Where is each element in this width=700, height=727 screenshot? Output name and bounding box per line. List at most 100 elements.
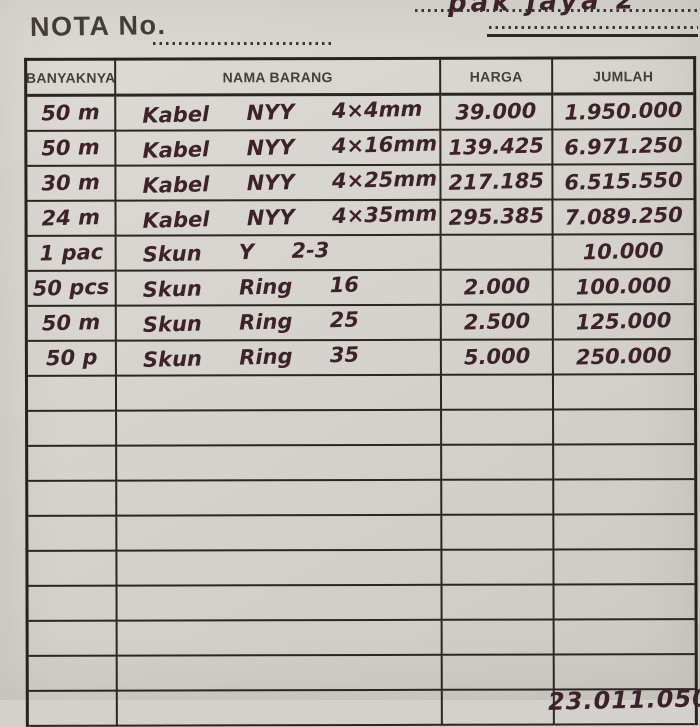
item-cell-empty xyxy=(117,550,443,587)
jumlah-cell-empty xyxy=(554,550,695,586)
jumlah-cell: 6.971.250 xyxy=(553,130,694,166)
handwritten-text: 50 m xyxy=(41,310,101,336)
harga-cell-empty xyxy=(442,620,555,656)
qty-cell-empty xyxy=(28,516,118,552)
handwritten-text: 6.971.250 xyxy=(563,132,683,160)
jumlah-cell: 125.000 xyxy=(553,305,694,341)
jumlah-cell-empty xyxy=(553,375,695,411)
dotted-line-nota-number xyxy=(153,42,333,45)
handwritten-text: 50 m xyxy=(41,100,101,126)
qty-cell-empty xyxy=(28,691,118,727)
column-header-label: HARGA xyxy=(469,68,523,85)
handwritten-text: Kabel NYY 4×25mm xyxy=(142,166,438,198)
handwritten-text: Kabel NYY 4×4mm xyxy=(141,96,423,128)
handwritten-text: 125.000 xyxy=(575,308,672,335)
item-cell: Kabel NYY 4×16mm xyxy=(116,130,442,167)
handwritten-text: Skun Ring 35 xyxy=(142,342,360,373)
handwritten-text: 139.425 xyxy=(448,133,545,160)
qty-cell: 24 m xyxy=(27,201,117,237)
qty-cell-empty xyxy=(28,551,118,587)
jumlah-cell: 250.000 xyxy=(553,340,694,376)
column-header-nama-barang: NAMA BARANG xyxy=(116,59,442,97)
qty-cell: 50 pcs xyxy=(27,271,117,307)
qty-cell-empty xyxy=(27,376,118,412)
column-header-label: NAMA BARANG xyxy=(222,68,333,85)
handwritten-text: Skun Ring 16 xyxy=(142,272,360,303)
item-cell-empty xyxy=(117,515,443,552)
qty-cell: 50 m xyxy=(27,306,117,342)
harga-cell: 2.500 xyxy=(441,305,554,341)
harga-cell xyxy=(441,235,554,271)
harga-cell-empty xyxy=(442,655,555,691)
harga-cell: 39.000 xyxy=(441,95,554,131)
handwritten-text: 1.950.000 xyxy=(563,97,683,125)
qty-cell-empty xyxy=(28,446,118,482)
column-header-jumlah: JUMLAH xyxy=(553,59,694,96)
handwritten-text: 24 m xyxy=(41,205,101,231)
harga-cell-empty xyxy=(442,410,555,446)
handwritten-text: Kabel NYY 4×16mm xyxy=(142,131,438,163)
harga-cell-empty xyxy=(441,375,555,411)
item-cell-empty xyxy=(117,690,443,727)
jumlah-cell: 10.000 xyxy=(553,235,694,271)
handwritten-text: 7.089.250 xyxy=(564,202,683,230)
harga-cell: 217.185 xyxy=(441,165,554,201)
jumlah-cell-empty xyxy=(554,480,695,516)
handwritten-text: 50 pcs xyxy=(32,274,110,301)
handwritten-text: 295.385 xyxy=(448,203,545,230)
handwritten-text: 5.000 xyxy=(463,343,531,370)
handwritten-text: 100.000 xyxy=(575,273,672,300)
handwritten-text: Skun Y 2-3 xyxy=(142,237,330,267)
harga-cell-empty xyxy=(442,445,555,481)
handwritten-text: 50 p xyxy=(45,345,98,371)
column-header-harga: HARGA xyxy=(441,59,554,96)
item-cell-empty xyxy=(117,480,443,517)
qty-cell-empty xyxy=(28,656,118,692)
harga-cell: 5.000 xyxy=(441,340,554,376)
column-header-banyaknya: BANYAKNYA xyxy=(26,60,117,97)
jumlah-cell: 100.000 xyxy=(553,270,694,306)
harga-cell-empty xyxy=(442,480,555,516)
jumlah-cell: 1.950.000 xyxy=(553,95,694,131)
handwritten-text: 50 m xyxy=(41,135,101,161)
dotted-line-right xyxy=(489,26,698,29)
handwritten-text: Kabel NYY 4×35mm xyxy=(142,201,438,233)
harga-cell-empty xyxy=(442,515,555,551)
harga-cell-empty xyxy=(442,690,555,726)
handwritten-text: 6.515.550 xyxy=(564,167,683,195)
item-cell-empty xyxy=(117,655,443,692)
qty-cell-empty xyxy=(28,586,118,622)
item-cell: Skun Y 2-3 xyxy=(116,235,442,272)
jumlah-cell-empty xyxy=(554,445,695,481)
harga-cell-empty xyxy=(442,550,555,586)
jumlah-cell-empty xyxy=(554,620,695,656)
grand-total-handwriting-partial: 23.011.050 xyxy=(547,684,700,716)
item-cell-empty xyxy=(117,445,443,482)
jumlah-cell-empty xyxy=(554,410,695,446)
item-cell-empty xyxy=(117,410,443,447)
qty-cell-empty xyxy=(28,411,118,447)
paper-sheet xyxy=(0,0,700,700)
harga-cell: 139.425 xyxy=(441,130,554,166)
item-cell-empty xyxy=(116,375,443,412)
item-cell: Kabel NYY 4×35mm xyxy=(116,200,442,237)
handwritten-text: 39.000 xyxy=(455,98,538,125)
item-cell: Kabel NYY 4×4mm xyxy=(116,95,442,132)
handwritten-text: 2.500 xyxy=(463,308,531,335)
handwritten-text: 1 pac xyxy=(39,239,104,266)
nota-table: BANYAKNYA NAMA BARANG HARGA JUMLAH 50 m Kabel… xyxy=(24,56,698,727)
handwritten-text: Skun Ring 25 xyxy=(142,307,360,338)
item-cell-empty xyxy=(117,620,443,657)
item-cell: Skun Ring 35 xyxy=(116,340,442,377)
jumlah-cell: 6.515.550 xyxy=(553,165,694,201)
underline-right xyxy=(487,34,698,37)
qty-cell: 50 p xyxy=(27,341,117,377)
qty-cell-empty xyxy=(28,621,118,657)
handwritten-text: 217.185 xyxy=(448,168,545,195)
jumlah-cell-empty xyxy=(554,585,695,621)
column-header-label: JUMLAH xyxy=(593,67,654,84)
qty-cell: 50 m xyxy=(27,96,117,132)
item-cell: Skun Ring 25 xyxy=(116,305,442,342)
harga-cell-empty xyxy=(442,585,555,621)
handwritten-text: 2.000 xyxy=(463,273,531,300)
